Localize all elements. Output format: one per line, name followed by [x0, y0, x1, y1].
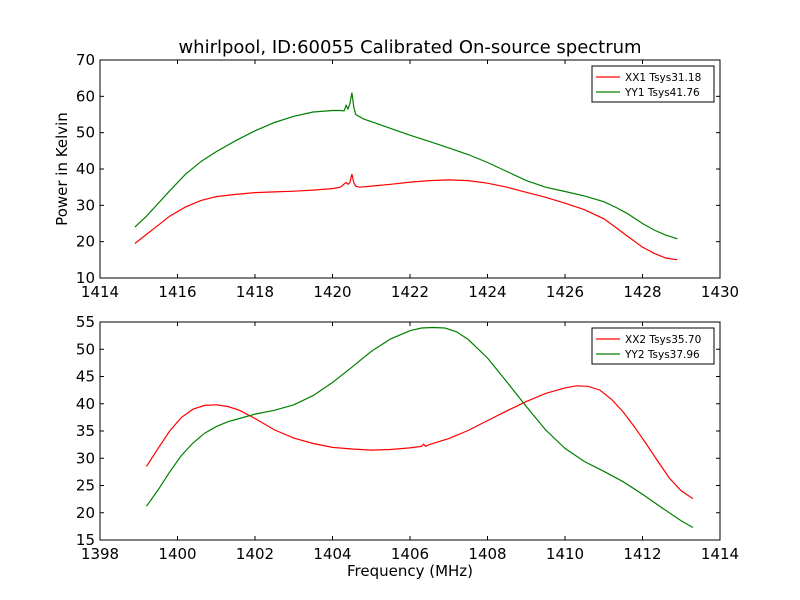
y-tick-label: 20: [76, 504, 95, 522]
y-tick-label: 55: [76, 313, 95, 331]
x-tick-label: 1418: [236, 283, 274, 301]
y-tick-label: 20: [76, 233, 95, 251]
legend-box: [591, 327, 715, 365]
x-tick-label: 1398: [81, 545, 119, 563]
x-tick-label: 1406: [391, 545, 429, 563]
legend-entry: YY2 Tsys37.96: [624, 349, 700, 361]
x-tick-label: 1426: [546, 283, 584, 301]
y-tick-label: 15: [76, 531, 95, 549]
series-line: [134, 92, 678, 240]
x-tick-label: 1428: [623, 283, 661, 301]
x-tick-label: 1414: [701, 545, 739, 563]
x-tick-label: 1410: [546, 545, 584, 563]
y-tick-label: 25: [76, 477, 95, 495]
y-axis-label: Power in Kelvin: [53, 112, 71, 226]
x-tick-label: 1414: [81, 283, 119, 301]
x-tick-label: 1404: [313, 545, 351, 563]
series-line: [145, 385, 694, 500]
y-tick-label: 30: [76, 196, 95, 214]
x-tick-label: 1412: [623, 545, 661, 563]
series-line: [146, 326, 694, 529]
x-tick-label: 1430: [701, 283, 739, 301]
x-tick-label: 1416: [158, 283, 196, 301]
chart-title: whirlpool, ID:60055 Calibrated On-source…: [178, 37, 641, 58]
y-tick-label: 10: [76, 269, 95, 287]
x-tick-label: 1408: [468, 545, 506, 563]
top-plot: 1414 1416 1418 1420 1422 1424 1426 1428 1430 10 20…: [53, 51, 739, 301]
y-tick-label: 35: [76, 422, 95, 440]
y-tick-label: 45: [76, 368, 95, 386]
y-tick-label: 30: [76, 449, 95, 467]
legend-entry: XX2 Tsys35.70: [625, 334, 701, 346]
bottom-plot: 1398 1400 1402 1404 1406 1408 1410 1412 1414 15 20…: [76, 313, 739, 580]
x-tick-label: 1400: [158, 545, 196, 563]
y-tick-label: 60: [76, 87, 95, 105]
legend-box: [591, 65, 715, 103]
x-tick-label: 1402: [236, 545, 274, 563]
y-tick-label: 50: [76, 340, 95, 358]
y-tick-label: 40: [76, 395, 95, 413]
x-tick-label: 1424: [468, 283, 506, 301]
legend-entry: YY1 Tsys41.76: [624, 87, 700, 99]
y-tick-label: 70: [76, 51, 95, 69]
x-axis-label: Frequency (MHz): [347, 562, 473, 580]
x-tick-label: 1420: [313, 283, 351, 301]
y-tick-label: 40: [76, 160, 95, 178]
series-line: [134, 173, 678, 261]
y-tick-label: 50: [76, 124, 95, 142]
x-tick-label: 1422: [391, 283, 429, 301]
legend-entry: XX1 Tsys31.18: [625, 72, 701, 84]
